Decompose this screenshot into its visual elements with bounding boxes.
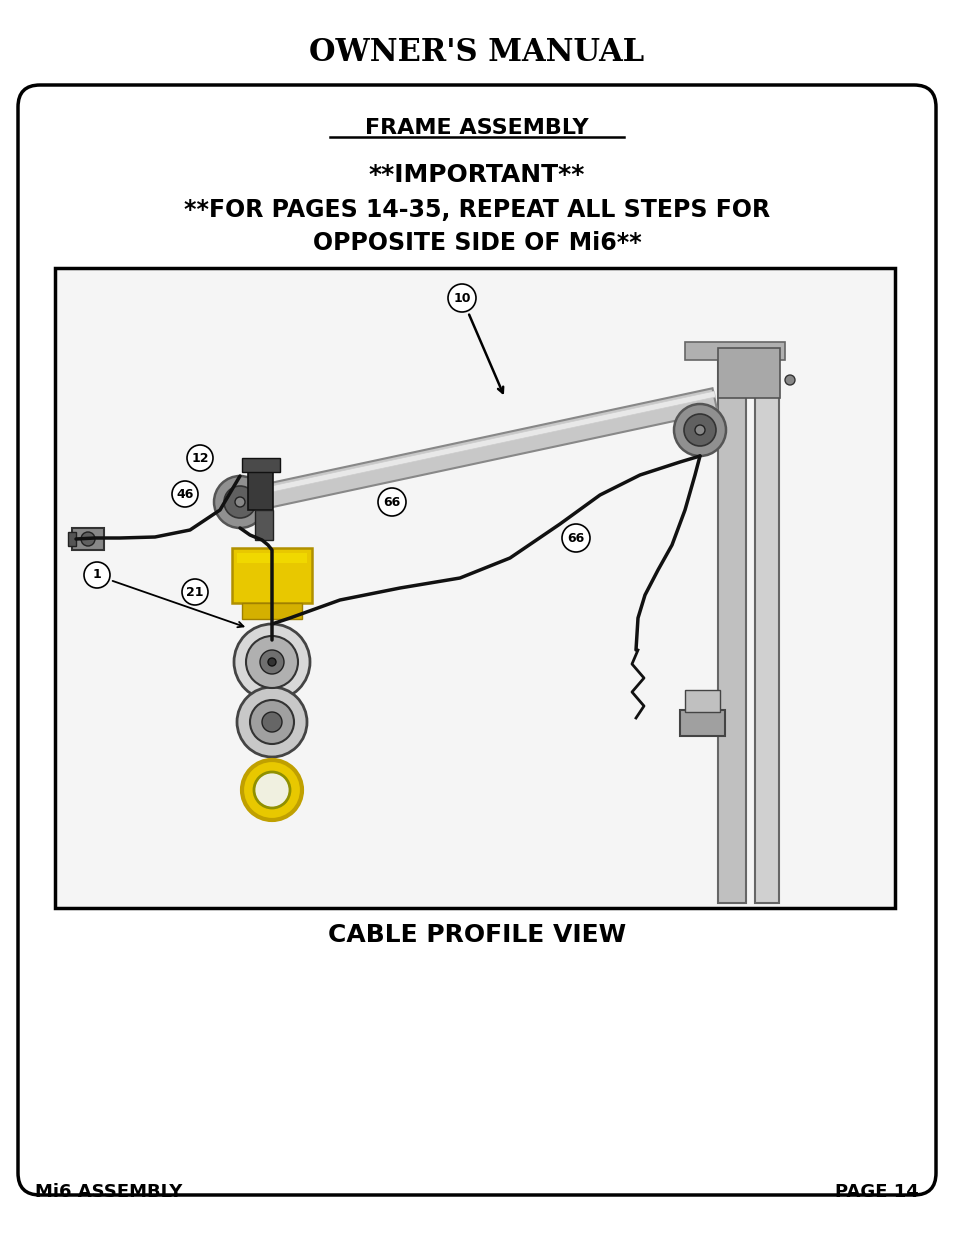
Text: 12: 12 xyxy=(191,452,209,464)
Circle shape xyxy=(234,496,245,508)
Circle shape xyxy=(253,772,290,808)
Circle shape xyxy=(260,650,284,674)
Circle shape xyxy=(213,475,266,529)
Circle shape xyxy=(673,404,725,456)
FancyBboxPatch shape xyxy=(18,85,935,1195)
Bar xyxy=(254,510,273,540)
Circle shape xyxy=(236,687,307,757)
Bar xyxy=(248,468,273,510)
Circle shape xyxy=(182,579,208,605)
Circle shape xyxy=(268,658,275,666)
Circle shape xyxy=(695,425,704,435)
Text: 21: 21 xyxy=(186,585,204,599)
Circle shape xyxy=(784,375,794,385)
Text: **IMPORTANT**: **IMPORTANT** xyxy=(369,163,584,186)
Circle shape xyxy=(172,480,198,508)
Text: 10: 10 xyxy=(453,291,470,305)
Bar xyxy=(718,348,780,398)
Bar xyxy=(718,348,745,903)
Text: 66: 66 xyxy=(383,495,400,509)
Bar xyxy=(55,268,894,908)
Circle shape xyxy=(187,445,213,471)
Circle shape xyxy=(250,700,294,743)
Text: OWNER'S MANUAL: OWNER'S MANUAL xyxy=(309,37,644,68)
Text: Mi6 ASSEMBLY: Mi6 ASSEMBLY xyxy=(35,1183,182,1200)
Circle shape xyxy=(561,524,589,552)
Text: PAGE 14: PAGE 14 xyxy=(835,1183,918,1200)
Bar xyxy=(242,603,302,619)
Bar xyxy=(68,532,76,546)
Bar xyxy=(236,553,307,563)
Polygon shape xyxy=(224,391,715,501)
Circle shape xyxy=(683,414,716,446)
Circle shape xyxy=(262,713,282,732)
Circle shape xyxy=(246,636,297,688)
Circle shape xyxy=(377,488,406,516)
Text: **FOR PAGES 14-35, REPEAT ALL STEPS FOR: **FOR PAGES 14-35, REPEAT ALL STEPS FOR xyxy=(184,198,769,222)
Circle shape xyxy=(448,284,476,312)
Bar xyxy=(679,710,724,736)
Bar xyxy=(754,348,779,903)
Bar xyxy=(242,458,280,472)
Circle shape xyxy=(224,487,255,517)
Bar xyxy=(684,342,784,359)
Bar xyxy=(684,690,720,713)
Text: OPPOSITE SIDE OF Mi6**: OPPOSITE SIDE OF Mi6** xyxy=(313,231,640,254)
Bar xyxy=(232,548,312,603)
Circle shape xyxy=(233,624,310,700)
Circle shape xyxy=(242,760,302,820)
Bar xyxy=(71,529,104,550)
Text: CABLE PROFILE VIEW: CABLE PROFILE VIEW xyxy=(328,923,625,947)
Text: FRAME ASSEMBLY: FRAME ASSEMBLY xyxy=(365,119,588,138)
Circle shape xyxy=(81,532,95,546)
Polygon shape xyxy=(222,388,717,516)
Circle shape xyxy=(84,562,110,588)
Text: 66: 66 xyxy=(567,531,584,545)
Text: 1: 1 xyxy=(92,568,101,582)
Text: 46: 46 xyxy=(176,488,193,500)
